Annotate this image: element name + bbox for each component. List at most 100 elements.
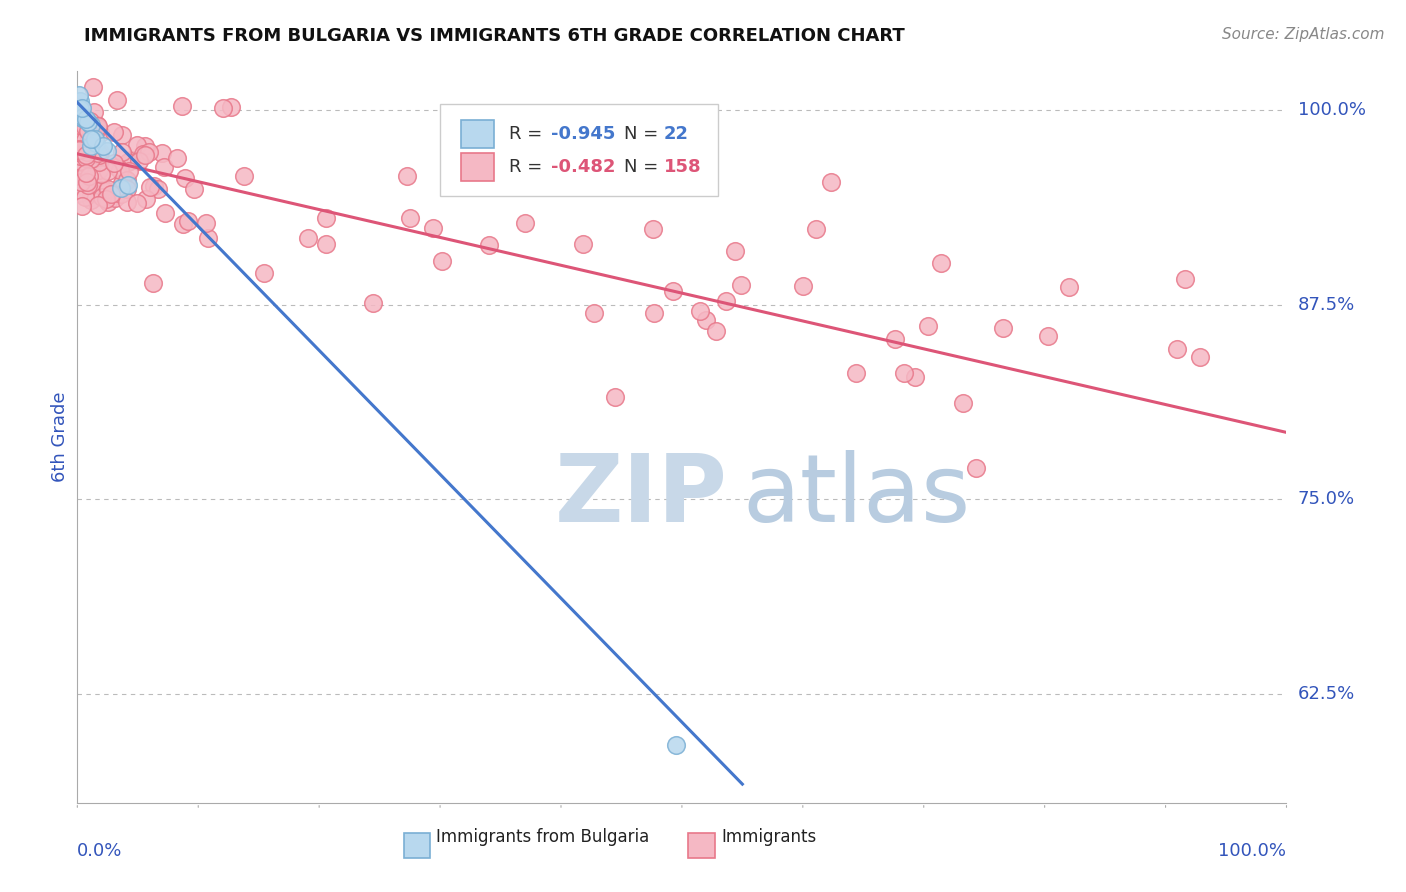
- Point: [172, 217, 194, 231]
- Point: [1057, 280, 1080, 294]
- Point: [96, 185, 118, 199]
- Point: [80, 153, 103, 167]
- Point: [77, 124, 100, 138]
- Point: [69, 105, 91, 120]
- Point: [804, 222, 827, 236]
- Point: [177, 214, 200, 228]
- Point: [77, 128, 100, 143]
- Point: [90, 179, 112, 194]
- Text: N =: N =: [624, 125, 664, 144]
- Point: [87, 163, 110, 178]
- Point: [87, 120, 110, 135]
- Point: [75, 148, 97, 162]
- Point: [134, 148, 156, 162]
- Point: [67, 87, 90, 102]
- Point: [1166, 343, 1188, 357]
- Point: [174, 171, 197, 186]
- Point: [108, 163, 131, 178]
- Point: [845, 366, 868, 380]
- Point: [991, 321, 1014, 335]
- Point: [110, 181, 132, 195]
- Point: [952, 396, 974, 410]
- Point: [917, 318, 939, 333]
- Point: [643, 306, 665, 320]
- Point: [125, 196, 148, 211]
- Point: [87, 155, 110, 169]
- Point: [605, 390, 627, 404]
- Text: N =: N =: [624, 158, 664, 177]
- Point: [69, 159, 91, 173]
- Point: [641, 222, 664, 236]
- Point: [297, 230, 319, 244]
- Point: [111, 145, 134, 160]
- Point: [72, 121, 94, 136]
- Point: [80, 132, 103, 146]
- Point: [89, 148, 111, 162]
- Point: [67, 171, 90, 186]
- Point: [965, 461, 987, 475]
- Point: [1174, 272, 1197, 286]
- Point: [69, 153, 91, 168]
- Point: [704, 324, 727, 338]
- Point: [97, 164, 120, 178]
- Text: ZIP: ZIP: [555, 450, 728, 541]
- Point: [315, 211, 337, 226]
- Point: [103, 156, 125, 170]
- Point: [76, 161, 98, 176]
- Point: [233, 169, 256, 184]
- Text: R =: R =: [509, 125, 548, 144]
- Point: [73, 120, 96, 135]
- Point: [315, 237, 337, 252]
- Point: [67, 143, 90, 157]
- Point: [820, 175, 842, 189]
- Point: [82, 79, 104, 94]
- Point: [361, 296, 384, 310]
- Point: [96, 145, 118, 159]
- Text: IMMIGRANTS FROM BULGARIA VS IMMIGRANTS 6TH GRADE CORRELATION CHART: IMMIGRANTS FROM BULGARIA VS IMMIGRANTS 6…: [84, 27, 905, 45]
- Point: [79, 113, 101, 128]
- Point: [115, 173, 138, 187]
- Point: [70, 128, 93, 142]
- Point: [67, 186, 90, 200]
- Point: [143, 179, 166, 194]
- Point: [86, 146, 108, 161]
- Point: [69, 95, 91, 109]
- Point: [117, 178, 139, 193]
- Point: [69, 161, 91, 176]
- Point: [884, 332, 907, 346]
- Point: [73, 124, 96, 138]
- Point: [87, 119, 110, 133]
- Point: [662, 284, 685, 298]
- Point: [84, 132, 107, 146]
- Text: 62.5%: 62.5%: [1298, 685, 1355, 703]
- Point: [79, 119, 101, 133]
- Text: -0.482: -0.482: [551, 158, 616, 177]
- Point: [118, 163, 141, 178]
- Point: [695, 313, 717, 327]
- Point: [72, 110, 94, 124]
- Point: [70, 176, 93, 190]
- Point: [399, 211, 422, 225]
- Point: [69, 110, 91, 124]
- Point: [73, 112, 96, 126]
- Point: [104, 191, 127, 205]
- Point: [70, 145, 93, 160]
- Text: -0.945: -0.945: [551, 125, 616, 144]
- Point: [100, 187, 122, 202]
- Point: [76, 136, 98, 151]
- Point: [87, 198, 110, 212]
- Point: [67, 103, 90, 118]
- Point: [730, 278, 752, 293]
- Point: [212, 101, 235, 115]
- Point: [79, 135, 101, 149]
- Point: [79, 187, 101, 202]
- Point: [105, 94, 128, 108]
- Point: [77, 128, 100, 142]
- FancyBboxPatch shape: [461, 153, 495, 181]
- Point: [893, 366, 915, 380]
- Point: [70, 115, 93, 129]
- Point: [80, 193, 103, 207]
- Point: [172, 99, 194, 113]
- Point: [83, 105, 105, 120]
- Point: [166, 151, 188, 165]
